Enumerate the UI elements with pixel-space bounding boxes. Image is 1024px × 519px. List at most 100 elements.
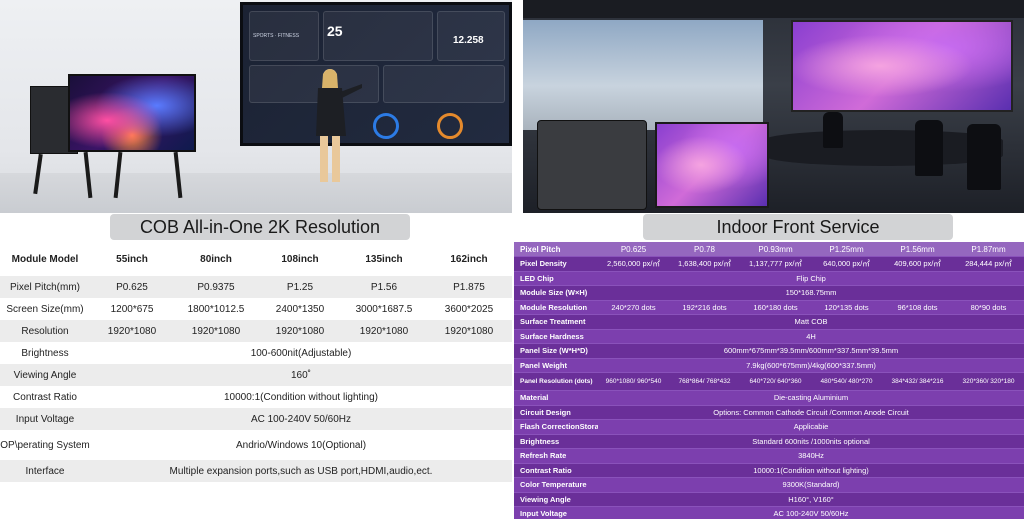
table-row: Viewing Angle 160˚ (0, 364, 512, 386)
cell: P0.625 (116, 281, 148, 293)
table-row: OP\perating System Andrio/Windows 10(Opt… (0, 430, 512, 460)
cell: 284,444 px/㎡ (953, 256, 1024, 272)
chair (823, 112, 843, 148)
row-label: Panel Weight (514, 358, 598, 373)
cell: Matt COB (598, 314, 1024, 330)
table-row: Contrast Ratio 10000:1(Condition without… (0, 386, 512, 408)
row-label: Pixel Pitch(mm) (9, 281, 80, 293)
table-row: Refresh Rate 3840Hz (514, 448, 1024, 464)
table-row: Screen Size(mm) 1200*675 1800*1012.5 240… (0, 298, 512, 320)
cell: 1200*675 (110, 303, 154, 315)
cell: P1.25mm (811, 242, 882, 257)
cell: Andrio/Windows 10(Optional) (235, 439, 367, 451)
row-label: Pixel Density (514, 256, 598, 272)
cell: 80*90 dots (953, 300, 1024, 315)
row-label: Contrast Ratio (514, 463, 598, 478)
table-row: Module Resolution 240*270 dots 192*216 d… (514, 300, 1024, 315)
cell: 1920*1080 (275, 325, 325, 337)
table-header-row: Module Model 55inch 80inch 108inch 135in… (0, 242, 512, 276)
table-row: Interface Multiple expansion ports,such … (0, 460, 512, 482)
table-row: Material Die-casting Aluminium (514, 390, 1024, 406)
floor (0, 173, 512, 213)
row-label: Input Voltage (514, 506, 598, 519)
row-label: Material (514, 390, 598, 406)
cell: 1,638,400 px/㎡ (669, 256, 740, 272)
model-header: 162inch (450, 253, 488, 265)
row-label: Panel Resolution (dots) (514, 372, 598, 391)
table-row: Panel Size (W*H*D) 600mm*675mm*39.5mm/60… (514, 343, 1024, 359)
window-view (523, 20, 763, 130)
row-label: Input Voltage (15, 413, 75, 425)
cell: Multiple expansion ports,such as USB por… (169, 465, 433, 477)
cell: 96*108 dots (882, 300, 953, 315)
row-label: Viewing Angle (13, 369, 77, 381)
table-row: Contrast Ratio 10000:1(Condition without… (514, 463, 1024, 478)
cell: P0.93mm (740, 242, 811, 257)
table-row: Flash CorrectionStorage Applicabie (514, 419, 1024, 435)
row-label: Pixel Pitch (514, 242, 598, 257)
cell: 640*720/ 640*360 (740, 372, 811, 391)
table-row: Module Size (W×H) 150*168.75mm (514, 285, 1024, 301)
row-label: Circuit Design (514, 405, 598, 420)
cell: AC 100-240V 50/60Hz (598, 506, 1024, 519)
cell: 1800*1012.5 (187, 303, 245, 315)
row-label: Surface Treatment (514, 314, 598, 330)
cell: 160˚ (290, 369, 311, 381)
cell: 480*540/ 480*270 (811, 372, 882, 391)
model-header: 135inch (365, 253, 403, 265)
model-header: 55inch (116, 253, 148, 265)
cell: 160*180 dots (740, 300, 811, 315)
table-row: Input Voltage AC 100-240V 50/60Hz (514, 506, 1024, 519)
cell: 2,560,000 px/㎡ (598, 256, 669, 272)
right-caption: Indoor Front Service (643, 214, 953, 240)
cell: 1920*1080 (191, 325, 241, 337)
cell: Die-casting Aluminium (598, 390, 1024, 406)
cell: AC 100-240V 50/60Hz (250, 413, 352, 425)
wall-led-display (791, 20, 1013, 112)
cell: P1.87mm (953, 242, 1024, 257)
cell: P0.78 (669, 242, 740, 257)
cell: 10000:1(Condition without lighting) (598, 463, 1024, 478)
cell: 10000:1(Condition without lighting) (224, 391, 378, 403)
dashboard-label: SPORTS · FITNESS (253, 33, 300, 39)
left-caption: COB All-in-One 2K Resolution (110, 214, 410, 240)
row-label: LED Chip (514, 271, 598, 286)
cell: P1.56mm (882, 242, 953, 257)
table-row: Brightness Standard 600nits /1000nits op… (514, 434, 1024, 449)
table-row: Surface Treatment Matt COB (514, 314, 1024, 330)
cell: 1920*1080 (359, 325, 409, 337)
row-label: Panel Size (W*H*D) (514, 343, 598, 359)
row-label: Brightness (21, 347, 69, 359)
table-row: Pixel Pitch(mm) P0.625 P0.9375 P1.25 P1.… (0, 276, 512, 298)
cell: 4H (598, 329, 1024, 344)
cell: 3000*1687.5 (355, 303, 413, 315)
cell: 384*432/ 384*216 (882, 372, 953, 391)
cell: 9300K(Standard) (598, 477, 1024, 493)
right-meeting-room-photo (523, 0, 1024, 213)
chair (967, 124, 1001, 190)
cell: 3600*2025 (444, 303, 494, 315)
cell: 1,137,777 px/㎡ (740, 256, 811, 272)
presenter-figure (316, 69, 362, 182)
table-row: Viewing Angle H160°, V160° (514, 492, 1024, 507)
cell: Options: Common Cathode Circuit /Common … (598, 405, 1024, 420)
row-label: Contrast Ratio (13, 391, 77, 403)
ceiling (523, 0, 1024, 18)
table-row: Circuit Design Options: Common Cathode C… (514, 405, 1024, 420)
cell: 7.9kg(600*675mm)/4kg(600*337.5mm) (598, 358, 1024, 373)
row-label: Interface (25, 465, 65, 477)
cell: P0.9375 (197, 281, 235, 293)
cell: Standard 600nits /1000nits optional (598, 434, 1024, 449)
table-row: Resolution 1920*1080 1920*1080 1920*1080… (0, 320, 512, 342)
conference-table (763, 130, 1003, 166)
cell: 2400*1350 (275, 303, 325, 315)
row-label: Resolution (21, 325, 69, 337)
cell: H160°, V160° (598, 492, 1024, 507)
table-row: Pixel Density 2,560,000 px/㎡ 1,638,400 p… (514, 256, 1024, 272)
table-header-row: Pixel Pitch P0.625 P0.78 P0.93mm P1.25mm… (514, 242, 1024, 257)
row-label: Viewing Angle (514, 492, 598, 507)
wall-dashboard-display: 25 12.258 SPORTS · FITNESS (240, 2, 512, 146)
cabinet-front-panel (655, 122, 769, 208)
model-header: 108inch (281, 253, 319, 265)
cell: 409,600 px/㎡ (882, 256, 953, 272)
